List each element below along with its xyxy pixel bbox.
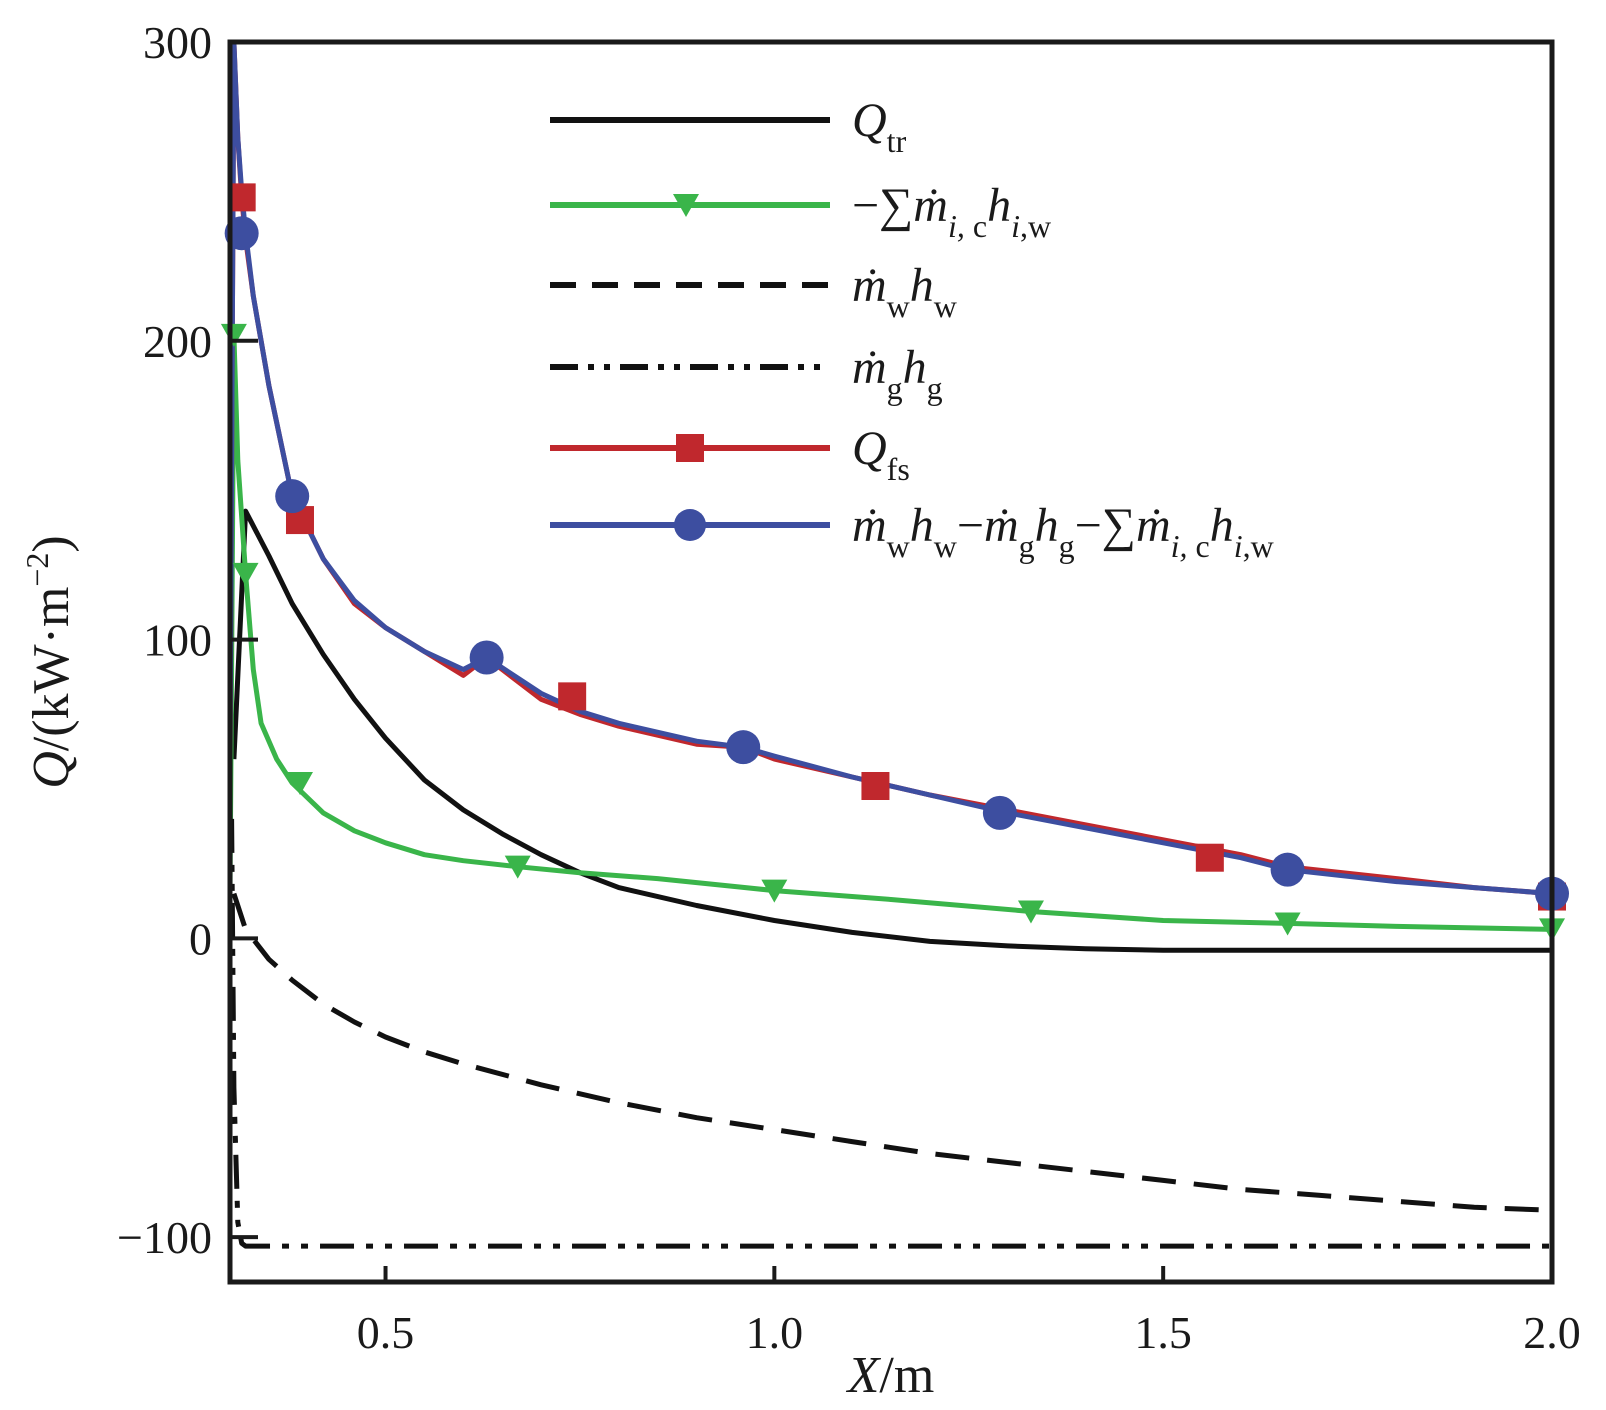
legend-label-balance: ṁwhw−ṁghg−∑ṁi, chi,w [852, 499, 1274, 564]
y-tick-label: −100 [117, 1212, 212, 1263]
y-tick-label: 100 [143, 615, 212, 666]
y-tick-label: 300 [143, 17, 212, 68]
legend-marker-triangle [673, 194, 699, 217]
data-point-square [861, 772, 890, 800]
x-tick-label: 1.5 [1134, 1307, 1192, 1358]
y-tick-label: 200 [143, 316, 212, 367]
data-point-triangle [232, 562, 259, 586]
legend-entry-sum-mc-hw: −∑ṁi, chi,w [550, 179, 1051, 244]
data-point-square [1195, 843, 1224, 872]
legend-entry-balance: ṁwhw−ṁghg−∑ṁi, chi,w [550, 499, 1274, 564]
tick-layer: 0.5 1.0 1.5 2.0 −100 0 100 200 300 [117, 17, 1581, 1358]
data-point-circle [224, 216, 259, 251]
legend-entry-mw-hw: ṁwhw [550, 259, 957, 324]
legend-label-mw-hw: ṁwhw [852, 259, 957, 324]
data-point-triangle [761, 879, 788, 903]
legend-marker-square [676, 434, 704, 462]
x-tick-label: 1.0 [746, 1307, 804, 1358]
legend: Qtr −∑ṁi, chi,w ṁwhw ṁghg Qfs ṁwhw−ṁghg−… [550, 94, 1274, 564]
legend-entry-q-fs: Qfs [550, 422, 910, 487]
legend-label-q-fs: Qfs [852, 422, 910, 487]
data-point-triangle [220, 323, 247, 347]
legend-label-sum-mc-hw: −∑ṁi, chi,w [852, 179, 1051, 244]
x-tick-label: 2.0 [1523, 1307, 1581, 1358]
data-point-circle [982, 795, 1017, 830]
x-tick-label: 0.5 [357, 1307, 415, 1358]
series-line-4-g-h-g [230, 818, 1552, 1249]
y-tick-label: 0 [189, 913, 212, 964]
x-axis-title: X/m [846, 1347, 935, 1404]
series-line-3-w-h-w [231, 892, 1552, 1213]
data-point-square [558, 682, 587, 711]
data-point-triangle [1274, 912, 1301, 936]
data-point-circle [726, 730, 761, 765]
y-axis-title: Q/(kW·m−2) [19, 535, 80, 789]
legend-entry-q-tr: Qtr [550, 94, 907, 159]
data-point-circle [469, 640, 504, 675]
legend-marker-circle [674, 509, 706, 541]
data-point-circle [275, 479, 310, 514]
plot-frame [227, 39, 1555, 1285]
series-line-1-q-tr [231, 508, 1552, 953]
data-point-circle [1270, 852, 1305, 887]
legend-label-q-tr: Qtr [852, 94, 907, 159]
data-point-triangle [1017, 900, 1044, 924]
legend-label-mg-hg: ṁghg [852, 341, 943, 406]
data-point-triangle [286, 772, 313, 796]
data-point-triangle [504, 855, 531, 879]
legend-entry-mg-hg: ṁghg [550, 341, 943, 406]
series-line-2-i-c-h-i-w [230, 332, 1552, 932]
